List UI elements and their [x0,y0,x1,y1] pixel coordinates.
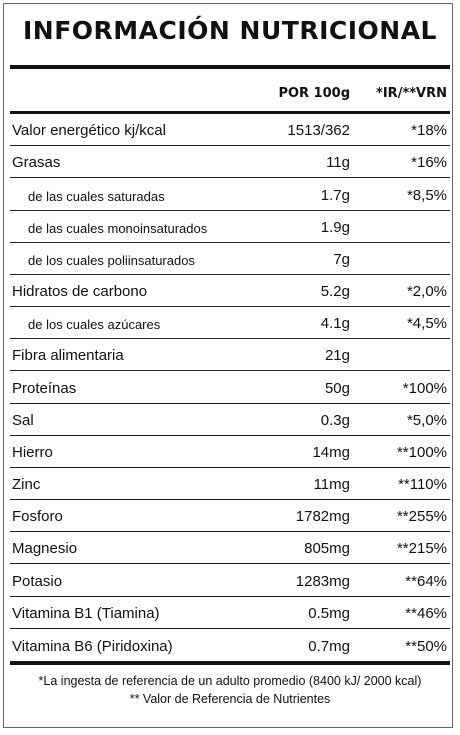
title: INFORMACIÓN NUTRICIONAL [23,16,437,45]
nutrient-name: Potasio [12,572,63,590]
amount: 50g [324,379,350,397]
reference-intake: *5,0% [406,411,447,429]
nutrient-name: Fibra alimentaria [12,347,124,365]
nutrient-name: Proteínas [12,379,77,397]
amount: 14mg [312,443,350,461]
reference-intake: **215% [396,540,447,558]
divider [10,661,450,665]
nutrient-name: de las cuales saturadas [28,188,165,204]
amount: 1782mg [295,508,350,526]
amount: 1283mg [295,572,350,590]
reference-intake: **64% [405,572,447,590]
nutrient-row: Vitamina B6 (Piridoxina) 0.7mg **50% [10,629,450,661]
nutrient-name: Vitamina B6 (Piridoxina) [12,637,173,655]
nutrient-name: Fosforo [12,508,63,526]
nutrient-row: de los cuales azúcares 4.1g *4,5% [10,307,450,340]
amount: 805mg [304,540,350,558]
divider [10,111,450,114]
header-reference: *IR/**VRN [376,86,447,101]
amount: 0.3g [320,411,350,429]
amount: 11g [326,154,350,172]
nutrient-name: Vitamina B1 (Tiamina) [12,604,160,622]
nutrient-row: Proteínas 50g *100% [10,371,450,404]
amount: 5.2g [320,283,350,301]
nutrient-row: de las cuales monoinsaturados 1.9g [10,211,450,243]
nutrient-row: Vitamina B1 (Tiamina) 0.5mg **46% [10,597,450,629]
nutrient-row: Hierro 14mg **100% [10,436,450,468]
amount: 21g [324,347,350,365]
nutrient-row: Magnesio 805mg **215% [10,532,450,565]
amount: 1.9g [320,218,350,236]
nutrient-row: Sal 0.3g *5,0% [10,404,450,436]
footnote: ** Valor de Referencia de Nutrientes [129,692,331,706]
nutrient-name: Hidratos de carbono [12,283,148,301]
reference-intake: *100% [402,379,447,397]
reference-intake: *4,5% [406,315,447,333]
label-border [3,3,453,728]
amount: 1.7g [320,186,350,204]
reference-intake: *8,5% [406,186,447,204]
amount: 0.5mg [308,604,350,622]
nutrient-name: de los cuales poliinsaturados [28,252,195,268]
nutrient-name: Magnesio [12,540,78,558]
nutrient-row: Fibra alimentaria 21g [10,339,450,372]
nutrient-row: Grasas 11g *16% [10,146,450,179]
amount: 11mg [313,476,350,494]
nutrient-name: de los cuales azúcares [28,317,161,333]
nutrient-name: Hierro [12,443,53,461]
nutrient-row: Fosforo 1782mg **255% [10,500,450,533]
reference-intake: **110% [398,476,447,494]
reference-intake: *18% [411,122,447,140]
divider [10,65,450,69]
reference-intake: *2,0% [406,283,447,301]
header-amount: POR 100g [278,86,350,101]
nutrient-row: de las cuales saturadas 1.7g *8,5% [10,178,450,211]
reference-intake: *16% [411,154,447,172]
reference-intake: **255% [396,508,447,526]
amount: 4.1g [320,315,350,333]
nutrient-name: Sal [12,411,34,429]
amount: 7g [333,250,350,268]
nutrient-name: de las cuales monoinsaturados [28,220,208,236]
nutrient-row: Hidratos de carbono 5.2g *2,0% [10,275,450,308]
footnote: *La ingesta de referencia de un adulto p… [38,674,422,688]
nutrient-name: Valor energético kj/kcal [12,122,166,140]
nutrient-row: Zinc 11mg **110% [10,468,450,501]
nutrient-row: Potasio 1283mg **64% [10,564,450,597]
amount: 0.7mg [308,637,350,655]
reference-intake: **46% [405,604,447,622]
reference-intake: **100% [396,443,447,461]
amount: 1513/362 [287,122,350,140]
nutrient-name: Zinc [12,476,41,494]
nutrient-row: de los cuales poliinsaturados 7g [10,243,450,275]
reference-intake: **50% [405,637,447,655]
nutrient-row: Valor energético kj/kcal 1513/362 *18% [10,114,450,147]
nutrient-name: Grasas [12,154,61,172]
